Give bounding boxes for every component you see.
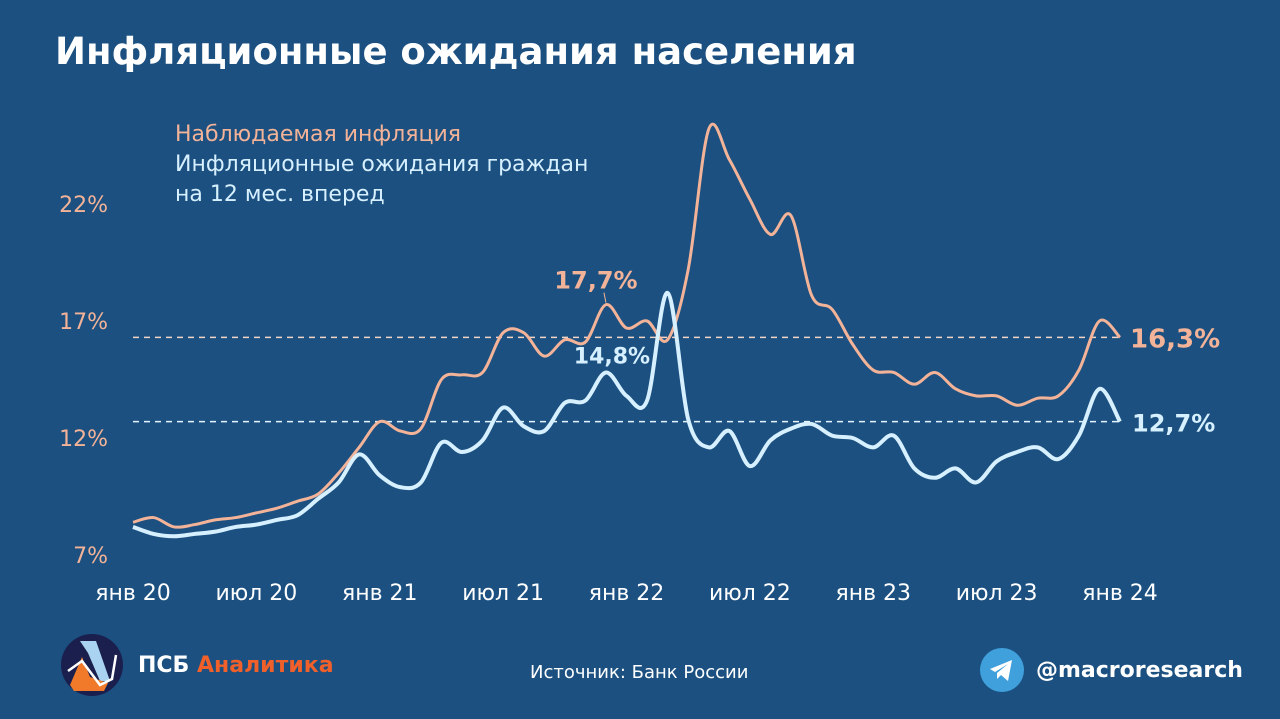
x-tick-label: июл 22: [709, 581, 791, 606]
legend-observed: Наблюдаемая инфляция: [175, 122, 461, 147]
chart-title: Инфляционные ожидания населения: [55, 30, 857, 73]
annotation-label: 14,8%: [574, 344, 650, 369]
x-tick-label: янв 22: [589, 581, 665, 606]
psb-logo-icon: [61, 634, 123, 696]
psb-analytics-logo: ПСБ Аналитика: [60, 633, 334, 697]
brand-psb: ПСБ: [138, 652, 190, 678]
source-note: Источник: Банк России: [530, 662, 749, 683]
x-tick-label: янв 20: [95, 581, 171, 606]
y-tick-label: 12%: [59, 427, 108, 452]
annotation-label: 12,7%: [1132, 410, 1215, 438]
x-tick-label: июл 20: [215, 581, 297, 606]
telegram-handle[interactable]: @macroresearch: [1036, 657, 1243, 683]
x-tick-label: янв 24: [1082, 581, 1158, 606]
legend: Наблюдаемая инфляция Инфляционные ожидан…: [175, 120, 588, 210]
brand-name: ПСБ Аналитика: [138, 653, 334, 678]
legend-expected-line2: на 12 мес. вперед: [175, 182, 385, 207]
y-tick-label: 22%: [59, 193, 108, 218]
x-tick-label: июл 21: [462, 581, 544, 606]
y-tick-label: 7%: [73, 544, 108, 569]
series-inflation-expectations: [132, 290, 1122, 539]
x-tick-label: янв 23: [835, 581, 911, 606]
series-observed-inflation: [132, 122, 1122, 529]
annotation-pointer: [603, 292, 607, 303]
x-tick-label: июл 23: [956, 581, 1038, 606]
brand-analytics: Аналитика: [197, 652, 334, 678]
legend-expected-line1: Инфляционные ожидания граждан: [175, 152, 589, 177]
telegram-link[interactable]: @macroresearch: [980, 648, 1243, 692]
y-tick-label: 17%: [59, 310, 108, 335]
annotation-label: 16,3%: [1130, 324, 1220, 354]
annotation-label: 17,7%: [554, 267, 637, 295]
telegram-icon: [980, 648, 1024, 692]
x-tick-label: янв 21: [342, 581, 418, 606]
